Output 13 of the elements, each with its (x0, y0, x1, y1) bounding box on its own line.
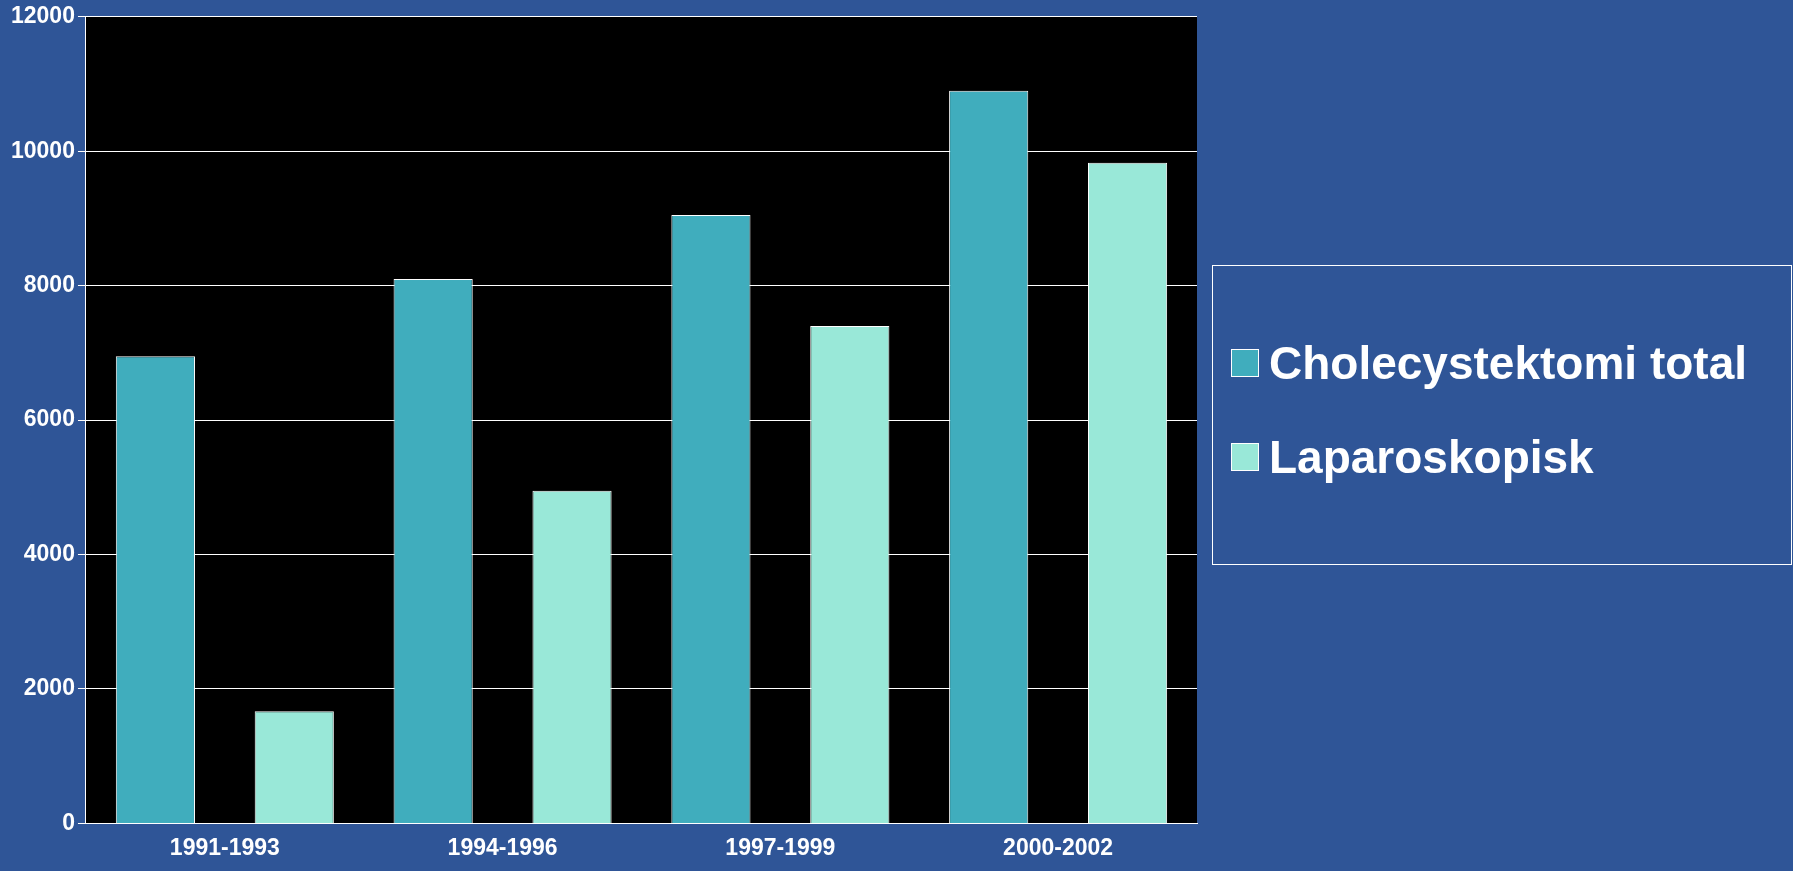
y-tick-label: 8000 (23, 271, 75, 298)
x-tick-label: 1997-1999 (725, 833, 836, 860)
x-tick-label: 1991-1993 (169, 833, 280, 860)
y-tick-label: 6000 (23, 405, 75, 432)
y-tick-label: 12000 (10, 2, 75, 29)
y-tick-label: 2000 (23, 674, 75, 701)
y-tick-label: 10000 (10, 136, 75, 163)
x-tick-label: 2000-2002 (1003, 833, 1114, 860)
x-tick-label: 1994-1996 (447, 833, 558, 860)
legend-label: Cholecystektomi total (1269, 336, 1747, 390)
y-tick-label: 0 (62, 808, 75, 835)
y-tick-label: 4000 (23, 539, 75, 566)
legend-label: Laparoskopisk (1269, 430, 1594, 484)
